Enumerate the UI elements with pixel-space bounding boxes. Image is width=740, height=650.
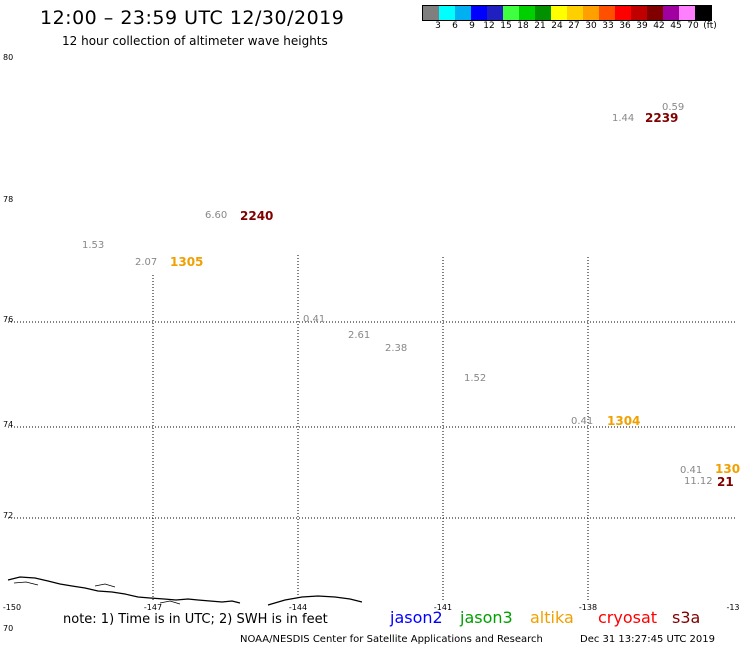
- color-scale-tick: 21: [534, 21, 546, 31]
- swh-value: 2.38: [385, 343, 407, 354]
- color-scale-unit: (ft): [703, 21, 717, 31]
- latitude-label: 80: [3, 53, 13, 62]
- swh-value: 1.44: [612, 113, 634, 124]
- latitude-label: 74: [3, 420, 13, 429]
- color-swatch: [423, 6, 439, 20]
- color-scale-tick: 9: [469, 21, 475, 31]
- swh-value: 0.59: [662, 102, 684, 113]
- page-title: 12:00 – 23:59 UTC 12/30/2019: [40, 7, 345, 29]
- pass-time-label: 1304: [607, 414, 640, 428]
- color-scale-tick: 70: [687, 21, 699, 31]
- color-scale-bar: [422, 5, 712, 21]
- latitude-label: 70: [3, 624, 13, 633]
- swh-value: 2.61: [348, 330, 370, 341]
- longitude-label: -138: [579, 603, 597, 612]
- longitude-label: -144: [289, 603, 307, 612]
- color-swatch: [487, 6, 503, 20]
- color-swatch: [663, 6, 679, 20]
- pass-time-label: 21: [717, 475, 734, 489]
- color-swatch: [551, 6, 567, 20]
- color-swatch: [471, 6, 487, 20]
- latitude-label: 78: [3, 195, 13, 204]
- color-swatch: [583, 6, 599, 20]
- latitude-labels: 80 78 76 74 72 70: [3, 53, 13, 633]
- color-swatch: [631, 6, 647, 20]
- color-scale-tick: 6: [452, 21, 458, 31]
- latitude-label: 72: [3, 511, 13, 520]
- page-subtitle: 12 hour collection of altimeter wave hei…: [62, 34, 328, 48]
- color-scale-tick: 18: [517, 21, 529, 31]
- color-scale-tick: 15: [500, 21, 512, 31]
- color-swatch: [647, 6, 663, 20]
- swh-value: 1.52: [464, 373, 486, 384]
- swh-value: 11.12: [684, 476, 713, 487]
- color-swatch: [615, 6, 631, 20]
- color-scale-tick: 12: [483, 21, 495, 31]
- longitude-label: -147: [144, 603, 162, 612]
- satellite-legend-s3a: s3a: [672, 608, 701, 627]
- pass-time-label: 2239: [645, 111, 678, 125]
- satellite-legend-cryosat: cryosat: [598, 608, 658, 627]
- color-scale-tick: 24: [551, 21, 563, 31]
- footer-note: note: 1) Time is in UTC; 2) SWH is in fe…: [63, 612, 328, 627]
- color-scale-tick: 30: [585, 21, 597, 31]
- color-scale-tick: 45: [670, 21, 682, 31]
- satellite-legend-altika: altika: [530, 608, 574, 627]
- pass-time-label: 1305: [170, 255, 203, 269]
- pass-time-label: 130: [715, 462, 740, 476]
- satellite-legend-jason2: jason2: [390, 608, 443, 627]
- longitude-labels: -150 -147 -144 -141 -138 -13: [3, 603, 740, 612]
- color-scale-tick: 3: [435, 21, 441, 31]
- color-scale-tick: 33: [602, 21, 614, 31]
- color-swatch: [679, 6, 695, 20]
- map-grid: [8, 255, 735, 600]
- credit-line: NOAA/NESDIS Center for Satellite Applica…: [240, 634, 543, 645]
- color-swatch: [599, 6, 615, 20]
- color-swatch: [519, 6, 535, 20]
- color-scale-tick: 42: [653, 21, 665, 31]
- longitude-label: -150: [3, 603, 21, 612]
- color-swatch: [503, 6, 519, 20]
- swh-observations: 1.53 2.07 6.60 0.41 2.61 2.38 1.52 0.41 1.44 0.59…: [82, 102, 713, 487]
- pass-time-label: 2240: [240, 209, 273, 223]
- color-scale-tick: 39: [636, 21, 648, 31]
- color-swatch: [567, 6, 583, 20]
- swh-value: 0.41: [571, 416, 593, 427]
- swh-value: 0.41: [303, 314, 325, 325]
- color-swatch: [439, 6, 455, 20]
- color-swatch: [535, 6, 551, 20]
- color-swatch: [695, 6, 711, 20]
- color-scale-tick: 36: [619, 21, 631, 31]
- longitude-label: -13: [726, 603, 739, 612]
- longitude-label: -141: [434, 603, 452, 612]
- generation-timestamp: Dec 31 13:27:45 UTC 2019: [580, 634, 715, 645]
- latitude-label: 76: [3, 315, 13, 324]
- coastline: [7, 576, 363, 606]
- color-swatch: [455, 6, 471, 20]
- swh-value: 6.60: [205, 210, 227, 221]
- swh-value: 0.41: [680, 465, 702, 476]
- swh-value: 2.07: [135, 257, 157, 268]
- satellite-legend-jason3: jason3: [460, 608, 513, 627]
- color-scale-tick: 27: [568, 21, 580, 31]
- swh-value: 1.53: [82, 240, 104, 251]
